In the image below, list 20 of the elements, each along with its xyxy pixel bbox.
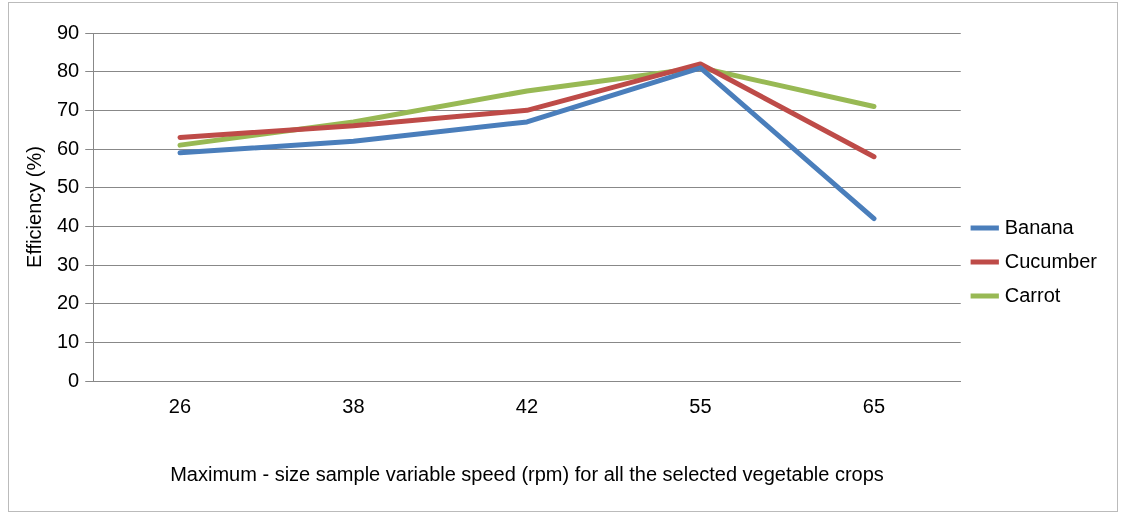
x-axis-title: Maximum - size sample variable speed (rpm) for all the selected vegetable crops bbox=[170, 462, 884, 485]
y-axis-title: Efficiency (%) bbox=[22, 146, 45, 268]
legend-label: Banana bbox=[1004, 215, 1075, 238]
y-tick-label: 40 bbox=[57, 213, 80, 236]
y-tick-label: 60 bbox=[57, 136, 80, 159]
legend-label: Cucumber bbox=[1004, 249, 1098, 272]
y-tick-label: 0 bbox=[68, 368, 80, 391]
y-tick-label: 30 bbox=[57, 252, 80, 275]
x-tick-label: 42 bbox=[515, 394, 539, 417]
x-tick-label: 55 bbox=[689, 394, 712, 417]
y-tick-label: 80 bbox=[57, 59, 80, 82]
x-tick-label: 65 bbox=[862, 394, 886, 417]
y-tick-label: 90 bbox=[57, 20, 80, 43]
y-tick-label: 10 bbox=[57, 329, 80, 352]
x-tick-label: 38 bbox=[342, 394, 365, 417]
legend-label: Carrot bbox=[1004, 283, 1061, 306]
y-tick-label: 20 bbox=[57, 291, 80, 314]
y-tick-label: 70 bbox=[57, 97, 80, 120]
x-tick-label: 26 bbox=[168, 394, 192, 417]
y-tick-label: 50 bbox=[57, 175, 80, 198]
